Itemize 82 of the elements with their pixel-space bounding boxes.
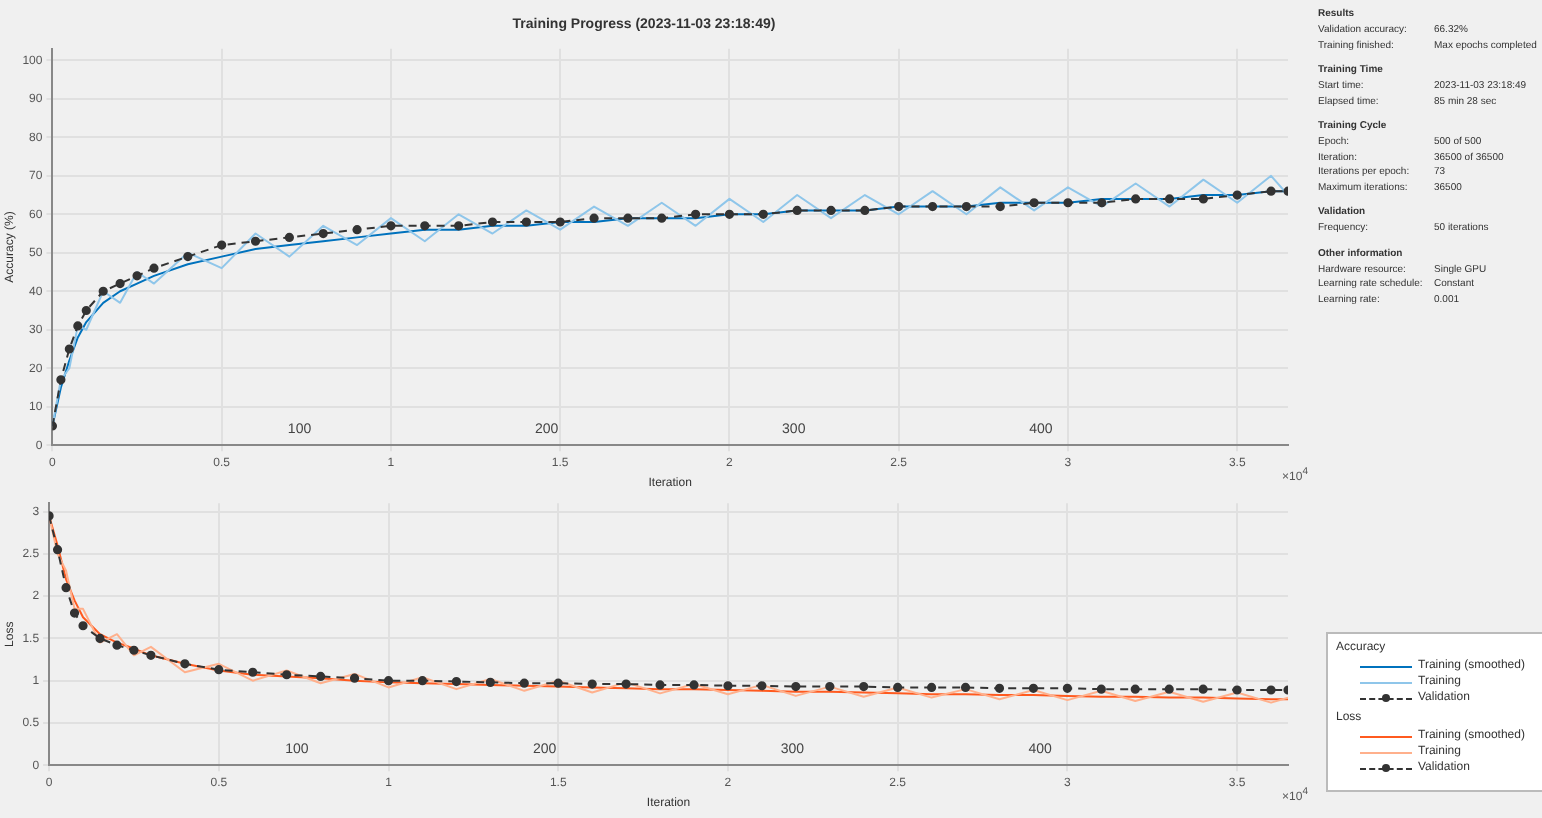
point [555, 217, 565, 227]
point [417, 676, 428, 686]
point [1266, 186, 1276, 196]
point [149, 263, 159, 273]
point [1198, 194, 1208, 204]
point [691, 209, 701, 219]
point [1232, 685, 1242, 695]
point [349, 673, 360, 683]
point [723, 681, 733, 691]
point [587, 679, 597, 689]
point [860, 205, 870, 216]
point [485, 677, 495, 687]
point [1131, 194, 1141, 204]
point [52, 545, 63, 555]
point [386, 221, 396, 231]
point [352, 225, 362, 235]
point [758, 209, 768, 219]
point [1096, 684, 1106, 694]
point [1232, 190, 1242, 200]
point [318, 228, 328, 239]
point [420, 221, 430, 231]
point [217, 240, 227, 250]
point [519, 678, 529, 688]
point [826, 205, 836, 216]
point [1063, 198, 1073, 208]
point [98, 286, 108, 296]
point [825, 682, 835, 692]
point [623, 213, 633, 223]
point [214, 665, 224, 675]
point [78, 621, 88, 631]
point [454, 221, 464, 231]
point [927, 682, 937, 693]
point [183, 252, 193, 262]
point [960, 682, 971, 693]
point [689, 680, 699, 690]
point [1198, 684, 1208, 694]
point [961, 201, 972, 212]
point [81, 305, 91, 316]
point [146, 650, 156, 660]
point [553, 678, 563, 688]
point [129, 645, 139, 655]
point [250, 236, 261, 246]
point [521, 217, 531, 227]
point [180, 659, 190, 669]
point [1130, 684, 1140, 694]
point [73, 321, 83, 331]
point [1164, 684, 1174, 694]
point [994, 683, 1005, 693]
point [95, 633, 105, 644]
point [792, 205, 802, 216]
point [893, 682, 903, 693]
point [1097, 198, 1107, 208]
point [894, 201, 904, 212]
point [859, 682, 869, 692]
point [657, 213, 667, 223]
point [248, 667, 258, 677]
point [1266, 685, 1276, 695]
point [284, 232, 294, 242]
point [655, 680, 665, 690]
point [757, 681, 767, 691]
point [621, 679, 631, 689]
point [487, 217, 498, 227]
point [927, 201, 938, 212]
point [724, 209, 735, 219]
point [56, 375, 66, 385]
point [791, 682, 801, 692]
point [61, 583, 71, 593]
point [995, 201, 1005, 212]
point [1164, 194, 1175, 204]
point [115, 278, 125, 289]
point [69, 608, 80, 618]
point [282, 670, 292, 680]
point [1028, 683, 1039, 693]
point [316, 671, 326, 682]
point [383, 676, 394, 686]
point [64, 344, 74, 354]
point [132, 271, 142, 281]
point [589, 213, 599, 223]
point [1029, 198, 1039, 208]
point [451, 676, 461, 687]
point [112, 640, 122, 650]
point [1062, 683, 1072, 693]
